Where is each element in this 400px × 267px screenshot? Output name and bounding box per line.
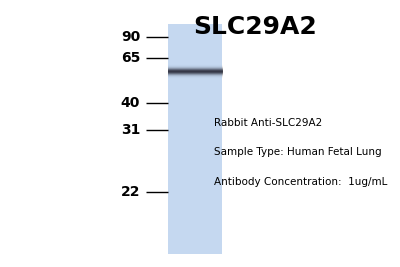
Text: 65: 65 bbox=[121, 51, 140, 65]
Text: Antibody Concentration:  1ug/mL: Antibody Concentration: 1ug/mL bbox=[214, 176, 387, 187]
Text: 22: 22 bbox=[120, 185, 140, 199]
Text: 40: 40 bbox=[121, 96, 140, 110]
Bar bbox=[168, 24, 222, 254]
Text: 31: 31 bbox=[121, 123, 140, 137]
Text: Sample Type: Human Fetal Lung: Sample Type: Human Fetal Lung bbox=[214, 147, 382, 157]
Text: SLC29A2: SLC29A2 bbox=[193, 15, 317, 39]
Text: Rabbit Anti-SLC29A2: Rabbit Anti-SLC29A2 bbox=[214, 118, 322, 128]
Text: 90: 90 bbox=[121, 30, 140, 44]
